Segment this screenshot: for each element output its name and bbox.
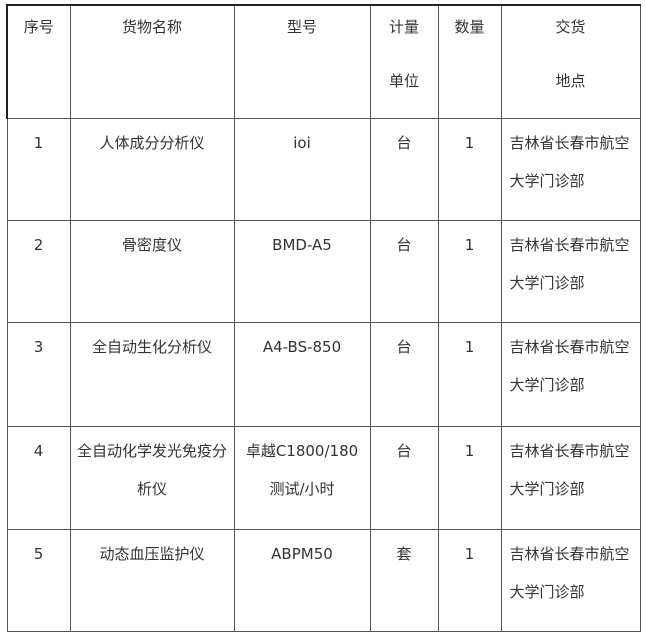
cell-qty: 1 [437,117,502,221]
cell-name: 动态血压监护仪 [69,528,235,632]
cell-unit: 台 [369,219,439,323]
cell-name: 骨密度仪 [69,219,235,323]
header-location-line1: 交货 [555,18,586,36]
header-qty-text: 数量 [454,18,485,36]
cell-unit: 套 [369,528,439,632]
table-row: 4 全自动化学发光免疫分析仪 卓越C1800/180测试/小时 台 1 吉林省长… [6,425,641,530]
cell-index: 5 [6,528,71,632]
cell-qty: 1 [437,321,502,427]
goods-table: 序号 货物名称 型号 计量单位 数量 交货地点 1 人体成分分析仪 ioi 台 … [6,4,641,632]
cell-location: 吉林省长春市航空大学门诊部 [500,321,641,427]
cell-location: 吉林省长春市航空大学门诊部 [500,528,641,632]
cell-unit: 台 [369,117,439,221]
cell-model: ABPM50 [233,528,371,632]
cell-index: 3 [6,321,71,427]
cell-location: 吉林省长春市航空大学门诊部 [500,425,641,530]
cell-model: ioi [233,117,371,221]
cell-unit: 台 [369,425,439,530]
cell-model: 卓越C1800/180测试/小时 [233,425,371,530]
table-row: 3 全自动生化分析仪 A4-BS-850 台 1 吉林省长春市航空大学门诊部 [6,321,641,427]
header-location-line2: 地点 [555,72,586,90]
header-location: 交货 地点 [500,4,641,119]
header-name: 货物名称 [69,4,235,119]
cell-location: 吉林省长春市航空大学门诊部 [500,219,641,323]
cell-name: 人体成分分析仪 [69,117,235,221]
cell-qty: 1 [437,528,502,632]
table-row: 2 骨密度仪 BMD-A5 台 1 吉林省长春市航空大学门诊部 [6,219,641,323]
cell-model: A4-BS-850 [233,321,371,427]
cell-name: 全自动化学发光免疫分析仪 [69,425,235,530]
cell-index: 4 [6,425,71,530]
cell-index: 2 [6,219,71,323]
header-unit-line1: 计量 [388,18,419,36]
header-unit: 计量 单位 [369,4,439,119]
header-model: 型号 [233,4,371,119]
header-row: 序号 货物名称 型号 计量单位 数量 交货地点 [6,4,641,119]
header-index: 序号 [6,4,71,119]
table-row: 1 人体成分分析仪 ioi 台 1 吉林省长春市航空大学门诊部 [6,117,641,221]
cell-name: 全自动生化分析仪 [69,321,235,427]
cell-index: 1 [6,117,71,221]
cell-qty: 1 [437,425,502,530]
header-model-text: 型号 [286,18,317,36]
table-row: 5 动态血压监护仪 ABPM50 套 1 吉林省长春市航空大学门诊部 [6,528,641,632]
header-name-text: 货物名称 [121,18,182,36]
cell-location: 吉林省长春市航空大学门诊部 [500,117,641,221]
cell-model: BMD-A5 [233,219,371,323]
header-unit-line2: 单位 [388,72,419,90]
cell-unit: 台 [369,321,439,427]
header-qty: 数量 [437,4,502,119]
cell-qty: 1 [437,219,502,323]
header-index-text: 序号 [23,18,54,36]
